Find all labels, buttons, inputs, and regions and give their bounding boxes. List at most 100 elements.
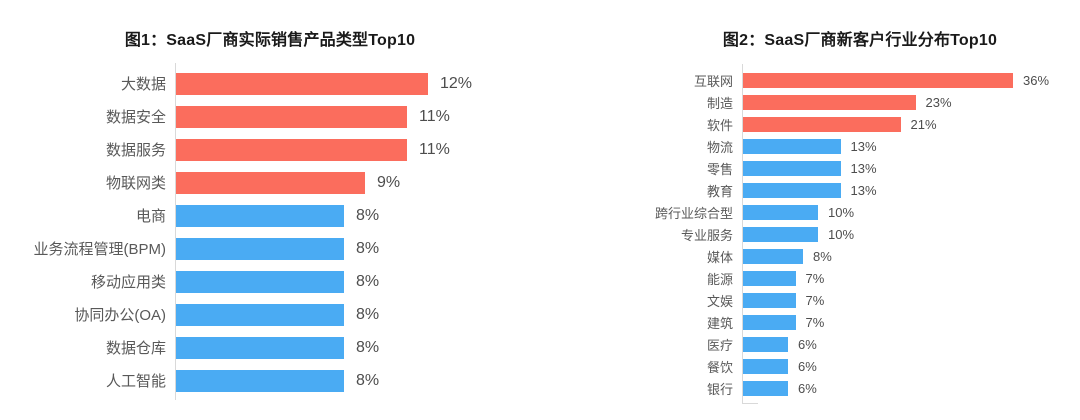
chart1-title: 图1：SaaS厂商实际销售产品类型Top10 — [124, 32, 416, 49]
bar — [743, 380, 788, 396]
bar — [176, 270, 344, 293]
bar-value: 7% — [805, 314, 825, 330]
bar-value: 11% — [419, 140, 450, 158]
bar — [743, 292, 796, 308]
bar-value: 36% — [1023, 72, 1050, 88]
bar-value: 7% — [805, 270, 825, 286]
bar-label: 建筑 — [706, 315, 733, 331]
bar-row: 电商 8% — [0, 199, 540, 232]
bar — [743, 160, 841, 176]
bar-row: 跨行业综合型 10% — [540, 201, 1080, 223]
bar-value: 6% — [798, 358, 817, 374]
bar-label: 协同办公(OA) — [74, 307, 166, 324]
bar-label: 跨行业综合型 — [654, 205, 733, 221]
bar — [743, 116, 901, 132]
bar-row: 建筑 7% — [540, 311, 1080, 333]
bar-label: 媒体 — [706, 249, 733, 265]
bar — [176, 138, 407, 161]
bar-label: 电商 — [135, 208, 166, 225]
bar-row: 制造 23% — [540, 91, 1080, 113]
bar-label: 大数据 — [120, 76, 166, 93]
bar — [743, 138, 841, 154]
chart2-axis-tick — [742, 403, 758, 404]
bar-label: 数据服务 — [105, 142, 166, 159]
bar-label: 能源 — [706, 271, 733, 287]
bar-row: 教育 13% — [540, 179, 1080, 201]
bar-value: 8% — [356, 338, 380, 356]
bar — [743, 204, 818, 220]
bar-value: 8% — [356, 272, 380, 290]
bar — [176, 303, 344, 326]
bar-label: 文娱 — [706, 293, 733, 309]
chart2-title: 图2：SaaS厂商新客户行业分布Top10 — [722, 32, 998, 49]
bar-label: 物联网类 — [105, 175, 166, 192]
chart1-bar-rows: 大数据 12% 数据安全 11% 数据服务 11% 物联网类 9% 电商 8% 业务流程管理(BPM… — [0, 67, 540, 397]
bar-value: 13% — [850, 160, 877, 176]
bar-row: 银行 6% — [540, 377, 1080, 399]
bar-label: 制造 — [706, 95, 733, 111]
bar-label: 物流 — [706, 139, 733, 155]
bar — [176, 72, 428, 95]
bar-row: 移动应用类 8% — [0, 265, 540, 298]
bar-label: 医疗 — [706, 337, 733, 353]
bar-row: 数据安全 11% — [0, 100, 540, 133]
bar-row: 医疗 6% — [540, 333, 1080, 355]
bar-label: 银行 — [706, 381, 733, 397]
bar-value: 11% — [419, 107, 450, 125]
bar-value: 10% — [828, 204, 855, 220]
bar-row: 软件 21% — [540, 113, 1080, 135]
bar-value: 21% — [910, 116, 937, 132]
bar — [743, 336, 788, 352]
chart2-axis-line — [742, 64, 743, 403]
bar — [743, 248, 803, 264]
bar-label: 零售 — [706, 161, 733, 177]
bar — [743, 270, 796, 286]
bar-value: 8% — [356, 239, 380, 257]
bar-row: 文娱 7% — [540, 289, 1080, 311]
bar-label: 数据安全 — [105, 109, 166, 126]
bar-row: 专业服务 10% — [540, 223, 1080, 245]
bar-value: 13% — [850, 182, 877, 198]
bar — [743, 358, 788, 374]
bar-row: 协同办公(OA) 8% — [0, 298, 540, 331]
bar-row: 人工智能 8% — [0, 364, 540, 397]
bar-value: 8% — [356, 206, 380, 224]
bar-label: 业务流程管理(BPM) — [33, 241, 167, 258]
bar — [176, 336, 344, 359]
bar — [743, 226, 818, 242]
chart2-bar-rows: 互联网 36% 制造 23% 软件 21% 物流 13% 零售 13% 教育 13% 跨行业综合型 10%… — [540, 69, 1080, 399]
bar — [176, 204, 344, 227]
bar-row: 能源 7% — [540, 267, 1080, 289]
bar — [743, 94, 916, 110]
bar-row: 物流 13% — [540, 135, 1080, 157]
bar-row: 数据仓库 8% — [0, 331, 540, 364]
bar-value: 13% — [850, 138, 877, 154]
bar-row: 餐饮 6% — [540, 355, 1080, 377]
bar-label: 移动应用类 — [90, 274, 166, 291]
chart-product-types-top10: 图1：SaaS厂商实际销售产品类型Top10 大数据 12% 数据安全 11% 数据服务… — [0, 32, 540, 400]
bar-value: 8% — [356, 371, 380, 389]
bar — [176, 237, 344, 260]
bar-label: 数据仓库 — [105, 340, 166, 357]
bar-value: 6% — [798, 336, 817, 352]
bar-label: 软件 — [706, 117, 733, 133]
bar-value: 8% — [813, 248, 832, 264]
bar — [743, 314, 796, 330]
bar — [176, 171, 365, 194]
bar-row: 数据服务 11% — [0, 133, 540, 166]
bar-row: 互联网 36% — [540, 69, 1080, 91]
bar-row: 物联网类 9% — [0, 166, 540, 199]
bar-value: 7% — [805, 292, 825, 308]
chart1-axis-line — [175, 63, 176, 400]
bar-label: 餐饮 — [706, 359, 733, 375]
bar — [176, 105, 407, 128]
bar-value: 6% — [798, 380, 817, 396]
chart-new-customer-industries-top10: 图2：SaaS厂商新客户行业分布Top10 互联网 36% 制造 23% 软件 21% 物流… — [540, 0, 1080, 420]
bar-label: 互联网 — [693, 73, 733, 89]
bar-row: 业务流程管理(BPM) 8% — [0, 232, 540, 265]
bar-label: 人工智能 — [105, 373, 166, 390]
bar-value: 23% — [925, 94, 952, 110]
bar-row: 零售 13% — [540, 157, 1080, 179]
bar-value: 10% — [828, 226, 855, 242]
